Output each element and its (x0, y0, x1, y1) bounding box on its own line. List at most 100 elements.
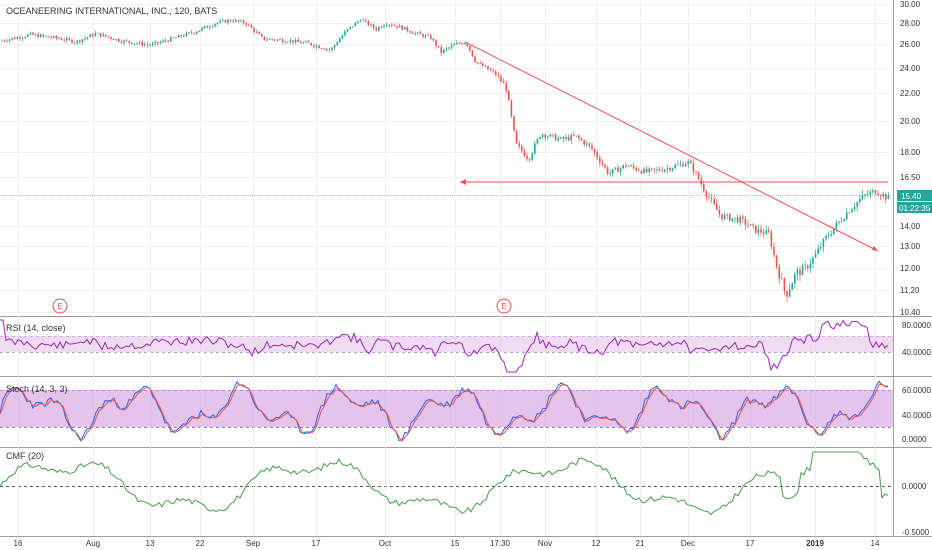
candle-body (739, 216, 741, 223)
candle-body (721, 214, 723, 220)
candle-body (853, 206, 856, 210)
price-tick-label: 12.00 (900, 264, 921, 273)
candle-body (89, 34, 91, 38)
earnings-marker[interactable]: E (496, 298, 512, 314)
candle-body (762, 232, 765, 235)
candle-body (333, 44, 336, 48)
candle-body (866, 194, 869, 196)
candle-body (861, 194, 864, 199)
candle-body (164, 40, 167, 42)
candle-body (294, 39, 297, 43)
candle-body (796, 269, 799, 274)
candle-body (773, 246, 775, 256)
candle-body (175, 37, 177, 39)
candle-body (604, 164, 606, 168)
time-tick-label: 2019 (806, 539, 824, 548)
time-tick-label: 12 (592, 539, 601, 548)
downtrend-line[interactable] (464, 41, 879, 252)
earnings-marker[interactable]: E (52, 298, 68, 314)
candle-body (172, 37, 175, 39)
time-tick-label: 17 (746, 539, 755, 548)
candle-body (643, 168, 645, 174)
candle-body (419, 32, 422, 35)
candle-body (814, 253, 817, 258)
candle-body (622, 165, 624, 169)
candle-body (617, 167, 619, 172)
stoch-d-line (0, 383, 889, 443)
candle-body (768, 230, 770, 233)
cmf-tick-0: 0.0000 (902, 482, 927, 491)
candle-body (830, 234, 832, 236)
candle-body (651, 168, 653, 170)
price-tick-label: 13.00 (900, 242, 921, 251)
last-price-badge: 15.40 01:22:35 (897, 190, 932, 213)
candle-body (713, 198, 715, 204)
time-tick-label: 13 (146, 539, 155, 548)
candle-body (593, 148, 596, 153)
cmf-label: CMF (20) (6, 451, 44, 461)
candle-body (120, 41, 123, 43)
candle-body (193, 33, 195, 34)
candle-body (716, 203, 718, 210)
candle-body (801, 265, 804, 275)
cmf-tick-neg05: -0.5000 (902, 528, 930, 537)
price-tick-label: 26.00 (900, 40, 921, 49)
candle-body (645, 168, 648, 173)
candle-body (268, 38, 271, 40)
candle-body (864, 194, 866, 196)
candle-body (94, 33, 97, 37)
candle-body (123, 40, 125, 43)
candle-body (393, 25, 396, 27)
trendlines[interactable] (460, 41, 888, 252)
candle-body (840, 221, 843, 222)
candle-body (599, 157, 601, 163)
candle-body (388, 24, 390, 26)
candle-body (664, 169, 666, 172)
candle-body (630, 165, 632, 167)
candle-body (786, 291, 788, 297)
candle-body (404, 27, 406, 30)
candle-body (518, 143, 520, 147)
candle-body (354, 22, 357, 27)
candle-body (310, 42, 312, 46)
candle-body (253, 27, 255, 32)
candle-body (138, 41, 141, 44)
candle-body (562, 137, 565, 140)
candle-body (365, 20, 367, 21)
candle-body (211, 26, 214, 27)
candle-body (578, 135, 580, 139)
candle-body (492, 70, 494, 72)
candle-body (632, 165, 635, 168)
last-price-value: 15.40 (901, 192, 922, 201)
candle-body (318, 45, 320, 49)
candle-body (409, 30, 411, 33)
candle-body (783, 278, 786, 292)
candle-body (684, 164, 687, 167)
candle-body (336, 42, 338, 45)
time-tick-label: Dec (681, 539, 695, 548)
candle-body (167, 40, 169, 42)
candle-body (692, 163, 695, 172)
stoch-band (0, 390, 893, 427)
candle-body (729, 214, 731, 221)
candle-body (73, 42, 76, 44)
candle-body (515, 130, 518, 144)
time-tick-label: Aug (86, 539, 100, 548)
time-tick-label: 22 (196, 539, 205, 548)
candle-body (463, 43, 466, 44)
candle-body (625, 165, 627, 167)
candle-body (794, 273, 796, 284)
candle-body (505, 83, 507, 91)
candle-body (3, 40, 6, 42)
candle-body (401, 25, 403, 30)
candle-body (185, 32, 188, 37)
candle-body (502, 81, 505, 84)
candle-body (380, 27, 383, 28)
candle-body (203, 26, 206, 28)
candle-body (151, 43, 154, 46)
candle-body (255, 31, 258, 33)
candle-body (846, 212, 848, 220)
candle-body (614, 167, 617, 170)
candle-body (606, 167, 609, 174)
